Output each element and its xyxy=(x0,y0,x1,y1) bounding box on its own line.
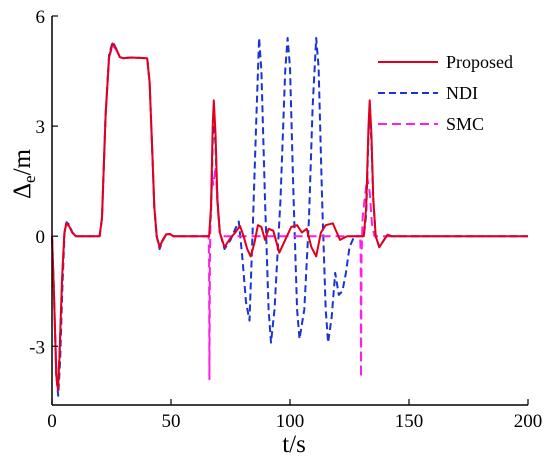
axes xyxy=(51,16,528,406)
x-tick-label: 100 xyxy=(276,411,305,432)
legend-label-proposed: Proposed xyxy=(446,52,513,72)
x-tick-label: 50 xyxy=(162,411,181,432)
y-axis-label-unit: /m xyxy=(9,148,36,175)
y-tick-label: -3 xyxy=(29,337,45,358)
x-tick-label: 150 xyxy=(395,411,424,432)
plot-lines xyxy=(51,37,528,397)
x-tick-label: 200 xyxy=(514,411,543,432)
y-axis-label-main: Δ xyxy=(9,183,36,199)
y-axis-label-sub: e xyxy=(20,175,39,183)
x-axis-label: t/s xyxy=(282,431,306,458)
series-line-proposed xyxy=(51,42,528,392)
y-tick-label: 0 xyxy=(36,227,46,248)
ticks: 0 50 100 150 200 -3 0 3 6 xyxy=(29,7,542,432)
legend-label-ndi: NDI xyxy=(446,83,478,103)
x-tick-label: 0 xyxy=(47,411,57,432)
y-tick-label: 6 xyxy=(36,7,46,28)
legend: Proposed NDI SMC xyxy=(378,52,513,134)
legend-label-smc: SMC xyxy=(446,114,484,134)
y-tick-label: 3 xyxy=(36,117,46,138)
y-axis-label: Δe/m xyxy=(9,148,39,199)
series-line-ndi xyxy=(51,37,528,397)
